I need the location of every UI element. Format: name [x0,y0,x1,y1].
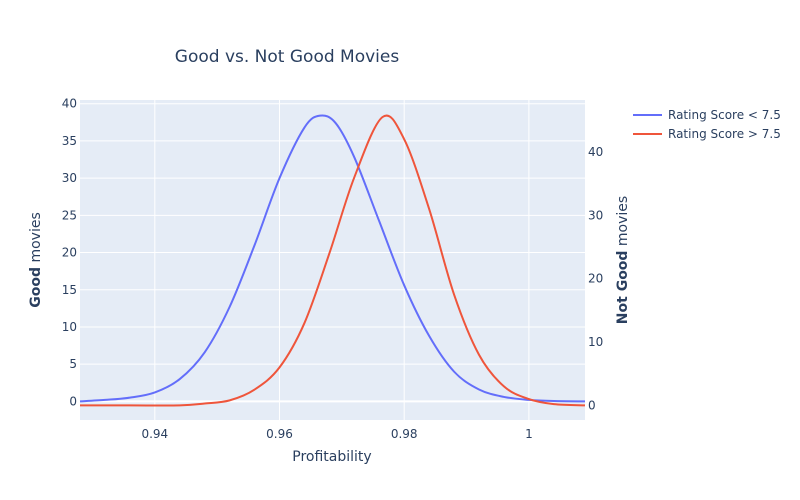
y-left-tick-label: 0 [69,394,77,408]
grid [80,100,585,420]
x-tick-label: 0.96 [266,427,293,441]
y-left-tick-label: 5 [69,357,77,371]
y-right-tick-label: 20 [588,272,603,286]
legend-item-rating-below[interactable]: Rating Score < 7.5 [633,108,781,122]
y-left-tick-label: 35 [62,134,77,148]
y-right-tick-label: 40 [588,145,603,159]
x-tick-label: 0.98 [391,427,418,441]
y-left-tick-label: 20 [62,246,77,260]
chart-title: Good vs. Not Good Movies [175,47,400,67]
y-left-tick-label: 15 [62,283,77,297]
legend-item-rating-above[interactable]: Rating Score > 7.5 [633,127,781,141]
y-axis-left-title-bold: Good [28,267,44,308]
y-axis-right-title: Not Good movies [615,196,631,324]
x-axis-title: Profitability [292,449,371,465]
series-line-rating-below[interactable] [79,114,586,403]
plot-area [80,100,585,420]
y-axis-right-title-rest: movies [615,196,631,251]
y-left-tick-label: 10 [62,320,77,334]
y-left-tick-label: 25 [62,208,77,222]
y-right-tick-label: 10 [588,335,603,349]
y-axis-left-title-rest: movies [28,212,44,267]
y-left-tick-label: 40 [62,97,77,111]
legend-label-rating-below: Rating Score < 7.5 [668,108,781,122]
y-right-tick-label: 30 [588,208,603,222]
y-left-tick-label: 30 [62,171,77,185]
y-right-tick-label: 0 [588,398,596,412]
legend: Rating Score < 7.5 Rating Score > 7.5 [633,108,781,141]
x-tick-label: 1 [525,427,533,441]
series-line-rating-above[interactable] [80,114,586,407]
y-axis-left-title: Good movies [28,212,44,308]
x-tick-label: 0.94 [141,427,168,441]
series-layer [79,114,586,407]
legend-label-rating-above: Rating Score > 7.5 [668,127,781,141]
y-axis-right-title-bold: Not Good [615,251,631,325]
